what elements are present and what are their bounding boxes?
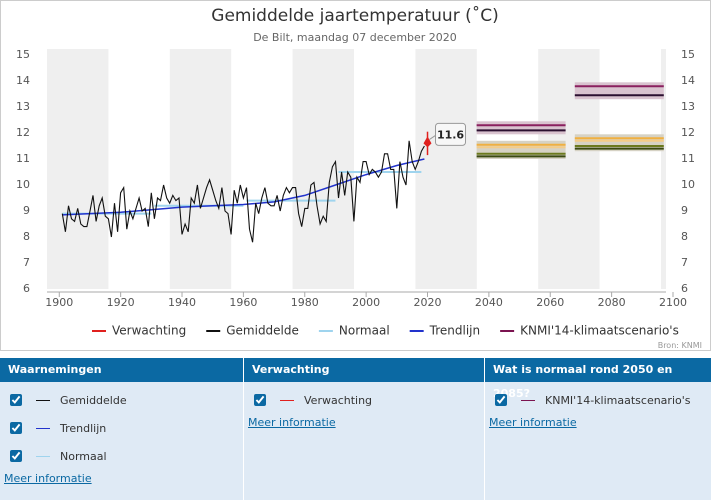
y-tick-label: 10 — [16, 178, 30, 191]
legend-label: Gemiddelde — [226, 324, 299, 338]
background-stripe — [292, 49, 354, 289]
toggle-label: Gemiddelde — [60, 393, 127, 407]
panel: Wat is normaal rond 2050 en 2085? KNMI'14… — [485, 358, 711, 500]
panel-title: Wat is normaal rond 2050 en 2085? — [485, 358, 711, 400]
y-tick-label: 15 — [16, 48, 30, 61]
scenario-band — [574, 82, 664, 100]
legend-label: Trendlijn — [429, 324, 480, 338]
x-tick-label: 2000 — [352, 296, 380, 309]
legend-toggle: Normaal — [0, 442, 243, 470]
y2-tick-label: 15 — [681, 48, 695, 61]
y-tick-label: 9 — [23, 204, 30, 217]
y-tick-label: 6 — [23, 282, 30, 295]
y2-tick-label: 12 — [681, 126, 695, 139]
forecast-marker — [423, 136, 432, 148]
legend-toggle: KNMI'14-klimaatscenario's — [485, 386, 711, 414]
x-tick-label: 1980 — [291, 296, 319, 309]
panel-items: Verwachting — [244, 382, 484, 414]
legend-toggle: Verwachting — [244, 386, 484, 414]
x-tick-label: 2020 — [414, 296, 442, 309]
toggle-swatch — [280, 399, 294, 401]
more-info-link[interactable]: Meer informatie — [489, 416, 577, 429]
checkbox[interactable] — [254, 394, 266, 406]
legend-toggle: Gemiddelde — [0, 386, 243, 414]
y-tick-label: 13 — [16, 100, 30, 113]
panel-items: Gemiddelde Trendlijn Normaal — [0, 382, 243, 470]
y-tick-label: 11 — [16, 152, 30, 165]
y2-tick-label: 8 — [681, 230, 688, 243]
y-tick-label: 12 — [16, 126, 30, 139]
line-gemiddelde — [61, 140, 425, 243]
panel-title: Verwachting — [244, 358, 484, 382]
chart: Gemiddelde jaartemperatuur (˚C) De Bilt,… — [0, 0, 711, 351]
panel: Waarnemingen Gemiddelde Trendlijn Normaal Me… — [0, 358, 243, 500]
legend-label: KNMI'14-klimaatscenario's — [520, 324, 679, 338]
panel: Verwachting Verwachting Meer informatie — [244, 358, 484, 500]
checkbox[interactable] — [10, 450, 22, 462]
toggle-label: Normaal — [60, 449, 107, 463]
tooltip-value: 11.6 — [437, 128, 464, 141]
x-tick-label: 1920 — [107, 296, 135, 309]
x-tick-label: 2100 — [659, 296, 687, 309]
x-tick-label: 1960 — [229, 296, 257, 309]
x-tick-label: 2060 — [536, 296, 564, 309]
toggle-label: Verwachting — [304, 393, 373, 407]
source: Bron: KNMI — [658, 341, 702, 350]
tooltip-connector — [429, 134, 436, 140]
chart-title: Gemiddelde jaartemperatuur (˚C) — [211, 5, 498, 26]
checkbox[interactable] — [495, 394, 507, 406]
toggle-label: Trendlijn — [60, 421, 107, 435]
panels: Waarnemingen Gemiddelde Trendlijn Normaal Me… — [0, 358, 711, 500]
checkbox[interactable] — [10, 422, 22, 434]
y2-tick-label: 6 — [681, 282, 688, 295]
legend-toggle: Trendlijn — [0, 414, 243, 442]
y-tick-label: 7 — [23, 256, 30, 269]
legend-label: Normaal — [339, 324, 390, 338]
panel-items: KNMI'14-klimaatscenario's — [485, 382, 711, 414]
panel-title: Waarnemingen — [0, 358, 243, 382]
background-stripe — [661, 49, 666, 289]
toggle-swatch — [36, 427, 50, 429]
y2-tick-label: 10 — [681, 178, 695, 191]
chart-subtitle: De Bilt, maandag 07 december 2020 — [253, 31, 457, 44]
background-stripe — [169, 49, 232, 289]
toggle-label: KNMI'14-klimaatscenario's — [545, 393, 691, 407]
scenario-band — [476, 121, 566, 135]
y2-tick-label: 11 — [681, 152, 695, 165]
x-tick-label: 1940 — [168, 296, 196, 309]
toggle-swatch — [36, 455, 50, 457]
y2-tick-label: 14 — [681, 74, 695, 87]
y-tick-label: 8 — [23, 230, 30, 243]
tooltip-box — [435, 122, 467, 146]
line-trendlijn — [62, 158, 425, 216]
checkbox[interactable] — [10, 394, 22, 406]
more-info-link[interactable]: Meer informatie — [248, 416, 336, 429]
background-stripe — [47, 49, 109, 289]
toggle-swatch — [36, 399, 50, 401]
legend-label: Verwachting — [112, 324, 186, 338]
y2-tick-label: 13 — [681, 100, 695, 113]
x-tick-label: 1900 — [45, 296, 73, 309]
toggle-swatch — [521, 399, 535, 401]
x-tick-label: 2080 — [598, 296, 626, 309]
background-stripe — [415, 49, 477, 289]
more-info-link[interactable]: Meer informatie — [4, 472, 92, 485]
y2-tick-label: 7 — [681, 256, 688, 269]
y2-tick-label: 9 — [681, 204, 688, 217]
y-tick-label: 14 — [16, 74, 30, 87]
x-tick-label: 2040 — [475, 296, 503, 309]
